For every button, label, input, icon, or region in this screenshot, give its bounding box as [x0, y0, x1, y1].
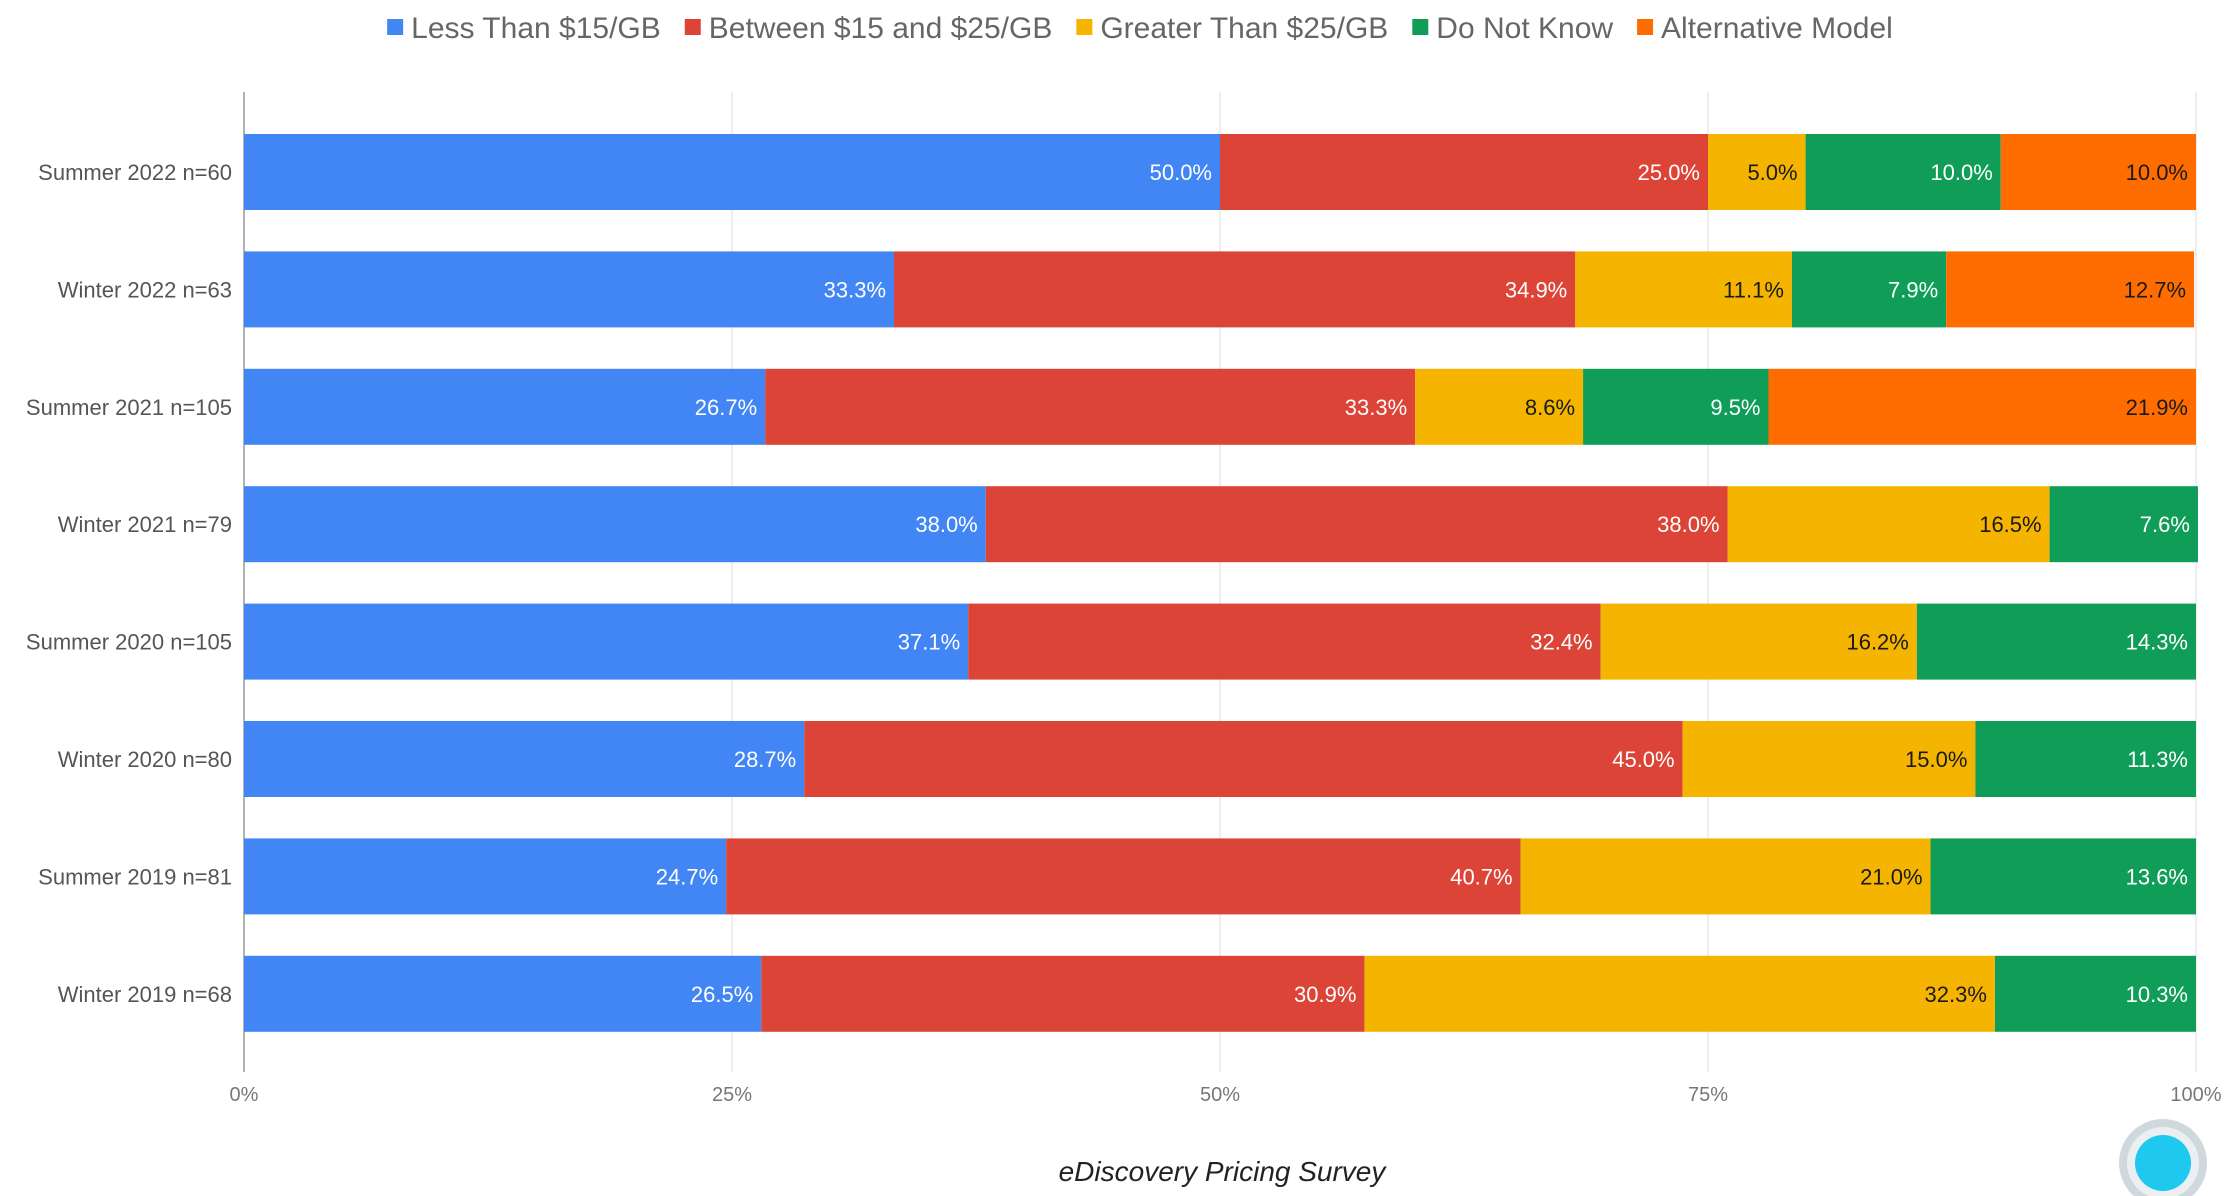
data-label: 12.7% [2124, 277, 2186, 302]
bar-segment [985, 486, 1728, 563]
bar-segment [244, 486, 986, 563]
bar-segment [1946, 251, 2195, 328]
data-label: 16.5% [1979, 512, 2041, 537]
data-label: 37.1% [898, 630, 960, 655]
data-label: 21.0% [1860, 864, 1922, 889]
bar-segment [1575, 251, 1792, 328]
category-label: Summer 2022 n=60 [38, 160, 232, 185]
x-tick-label: 100% [2170, 1084, 2221, 1106]
bar-segment [244, 134, 1220, 210]
bar-segment [2000, 134, 2196, 210]
legend-swatch [1637, 19, 1654, 35]
data-label: 26.5% [691, 982, 753, 1007]
bar-segment [804, 721, 1683, 797]
legend-label: Alternative Model [1661, 12, 1893, 45]
x-tick-label: 50% [1200, 1084, 1240, 1106]
bar-segment [244, 838, 727, 915]
category-label: Summer 2019 n=81 [38, 864, 232, 889]
data-label: 40.7% [1450, 864, 1512, 889]
category-label: Winter 2022 n=63 [58, 277, 232, 302]
data-label: 15.0% [1905, 747, 1967, 772]
legend-swatch [1412, 19, 1429, 35]
bar-segment [1805, 134, 2001, 210]
legend-label: Greater Than $25/GB [1100, 12, 1388, 45]
bar-segment [244, 368, 766, 445]
bar-segment [1994, 955, 2196, 1032]
bar-segment [244, 603, 969, 680]
data-label: 32.3% [1925, 982, 1987, 1007]
legend-swatch [387, 19, 404, 35]
bar-segment [1768, 368, 2196, 445]
data-label: 5.0% [1747, 160, 1797, 185]
data-label: 50.0% [1150, 160, 1212, 185]
data-label: 14.3% [2126, 630, 2188, 655]
bar-segment [1364, 955, 1995, 1032]
legend-label: Between $15 and $25/GB [709, 12, 1053, 45]
data-label: 24.7% [656, 864, 718, 889]
bar-segment [244, 721, 805, 797]
x-tick-label: 0% [230, 1084, 259, 1106]
bar-segment [1975, 721, 2196, 797]
chart-caption: eDiscovery Pricing Survey [1059, 1156, 1388, 1187]
bar-segment [726, 838, 1521, 915]
bar-segment [1220, 134, 1708, 210]
data-label: 32.4% [1530, 630, 1592, 655]
data-label: 38.0% [915, 512, 977, 537]
category-label: Winter 2021 n=79 [58, 512, 232, 537]
x-tick-label: 75% [1688, 1084, 1728, 1106]
data-label: 38.0% [1657, 512, 1719, 537]
data-label: 26.7% [695, 395, 757, 420]
category-label: Summer 2021 n=105 [26, 395, 232, 420]
data-label: 13.6% [2126, 864, 2188, 889]
bar-segment [1930, 838, 2196, 915]
data-label: 9.5% [1710, 395, 1760, 420]
bar-segment [1600, 603, 1917, 680]
data-label: 7.6% [2140, 512, 2190, 537]
data-label: 25.0% [1638, 160, 1700, 185]
data-label: 21.9% [2126, 395, 2188, 420]
legend-swatch [684, 19, 701, 35]
bar-segment [1727, 486, 2050, 563]
bar-segment [244, 955, 762, 1032]
data-label: 45.0% [1612, 747, 1674, 772]
bar-segment [968, 603, 1601, 680]
bar-segment [1916, 603, 2196, 680]
data-label: 8.6% [1525, 395, 1575, 420]
bar-segment [761, 955, 1365, 1032]
bar-segment [1682, 721, 1976, 797]
category-label: Summer 2020 n=105 [26, 630, 232, 655]
data-label: 11.3% [2127, 747, 2188, 772]
data-label: 10.0% [2126, 160, 2188, 185]
data-label: 7.9% [1888, 277, 1938, 302]
data-label: 30.9% [1294, 982, 1356, 1007]
data-label: 11.1% [1723, 277, 1784, 302]
category-label: Winter 2019 n=68 [58, 982, 232, 1007]
data-label: 10.0% [1930, 160, 1992, 185]
data-label: 28.7% [734, 747, 796, 772]
data-label: 33.3% [1345, 395, 1407, 420]
bar-segment [1791, 251, 1947, 328]
legend-swatch [1076, 19, 1093, 35]
legend-label: Less Than $15/GB [411, 12, 661, 45]
data-label: 10.3% [2126, 982, 2188, 1007]
bar-segment [1583, 368, 1769, 445]
bar-segment [894, 251, 1576, 328]
legend-label: Do Not Know [1436, 12, 1613, 45]
bar-segment [1708, 134, 1806, 210]
bar-segment [244, 251, 895, 328]
bar-segment [1415, 368, 1584, 445]
bar-segment [1520, 838, 1931, 915]
data-label: 34.9% [1505, 277, 1567, 302]
category-label: Winter 2020 n=80 [58, 747, 232, 772]
bar-segment [765, 368, 1416, 445]
x-tick-label: 25% [712, 1084, 752, 1106]
badge-core-icon [2135, 1135, 2191, 1191]
bar-segment [2049, 486, 2198, 563]
data-label: 16.2% [1846, 630, 1908, 655]
data-label: 33.3% [824, 277, 886, 302]
